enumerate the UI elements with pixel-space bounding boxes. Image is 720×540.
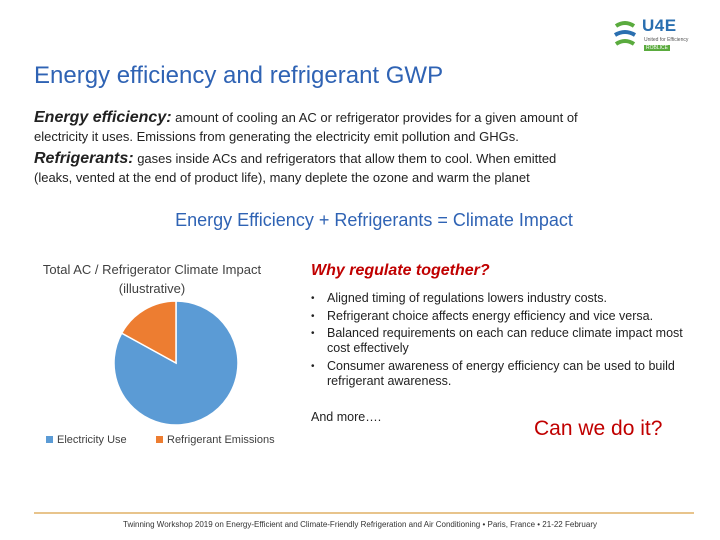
bullet-item: • Consumer awareness of energy efficiency…	[311, 359, 701, 389]
bullet-item: • Aligned timing of regulations lowers in…	[311, 291, 701, 306]
refrigerants-text-2: (leaks, vented at the end of product lif…	[34, 170, 530, 185]
logo-brand: U4E	[642, 16, 677, 35]
refrigerants-lead: Refrigerants:	[34, 150, 134, 167]
and-more-text: And more….	[311, 410, 382, 424]
refrigerants-text-1: gases inside ACs and refrigerators that …	[133, 151, 557, 166]
u4e-logo: U4E United for Efficiency ROBLICE	[612, 14, 690, 56]
bullet-icon: •	[311, 293, 315, 304]
footer-divider	[34, 512, 694, 514]
why-regulate-heading: Why regulate together?	[311, 262, 490, 279]
climate-impact-equation: Energy Efficiency + Refrigerants = Clima…	[175, 210, 573, 230]
climate-impact-pie-chart: Total AC / Refrigerator Climate Impact (…	[43, 262, 275, 446]
legend-swatch	[46, 436, 53, 443]
bullet-text: Refrigerant choice affects energy effici…	[327, 308, 654, 323]
refrigerants-paragraph: Refrigerants: gases inside ACs and refri…	[34, 150, 704, 185]
bullet-icon: •	[311, 328, 315, 339]
chart-legend: Electricity Use Refrigerant Emissions	[46, 434, 275, 446]
chart-title-line1: Total AC / Refrigerator Climate Impact	[43, 262, 262, 277]
slide-title: Energy efficiency and refrigerant GWP	[34, 62, 444, 89]
bullet-icon: •	[311, 310, 315, 322]
bullet-text: Consumer awareness of energy efficiency …	[327, 358, 675, 388]
logo-tag: ROBLICE	[644, 45, 670, 51]
logo-subtitle: United for Efficiency	[644, 37, 689, 43]
bullet-icon: •	[311, 360, 315, 372]
bullet-item: • Refrigerant choice affects energy effic…	[311, 309, 701, 324]
bullet-text: Balanced requirements on each can reduce…	[327, 326, 683, 355]
bullet-item: • Balanced requirements on each can reduc…	[311, 326, 701, 356]
energy-efficiency-text-1: amount of cooling an AC or refrigerator …	[171, 110, 578, 125]
why-regulate-bullets: • Aligned timing of regulations lowers in…	[311, 291, 701, 391]
energy-efficiency-paragraph: Energy efficiency: amount of cooling an …	[34, 109, 704, 144]
footer-text: Twinning Workshop 2019 on Energy-Efficie…	[123, 520, 597, 529]
can-we-do-it-callout: Can we do it?	[534, 417, 663, 440]
chart-title-line2: (illustrative)	[119, 281, 185, 296]
legend-label: Electricity Use	[57, 434, 127, 446]
legend-swatch	[156, 436, 163, 443]
legend-label: Refrigerant Emissions	[167, 434, 275, 446]
bullet-text: Aligned timing of regulations lowers ind…	[327, 291, 607, 305]
u4e-swirl-icon	[613, 21, 637, 46]
pie-slice-refrigerant-emissions	[120, 300, 177, 365]
pie-slices	[113, 300, 239, 426]
energy-efficiency-text-2: electricity it uses. Emissions from gene…	[34, 129, 519, 144]
energy-efficiency-lead: Energy efficiency:	[34, 109, 172, 126]
